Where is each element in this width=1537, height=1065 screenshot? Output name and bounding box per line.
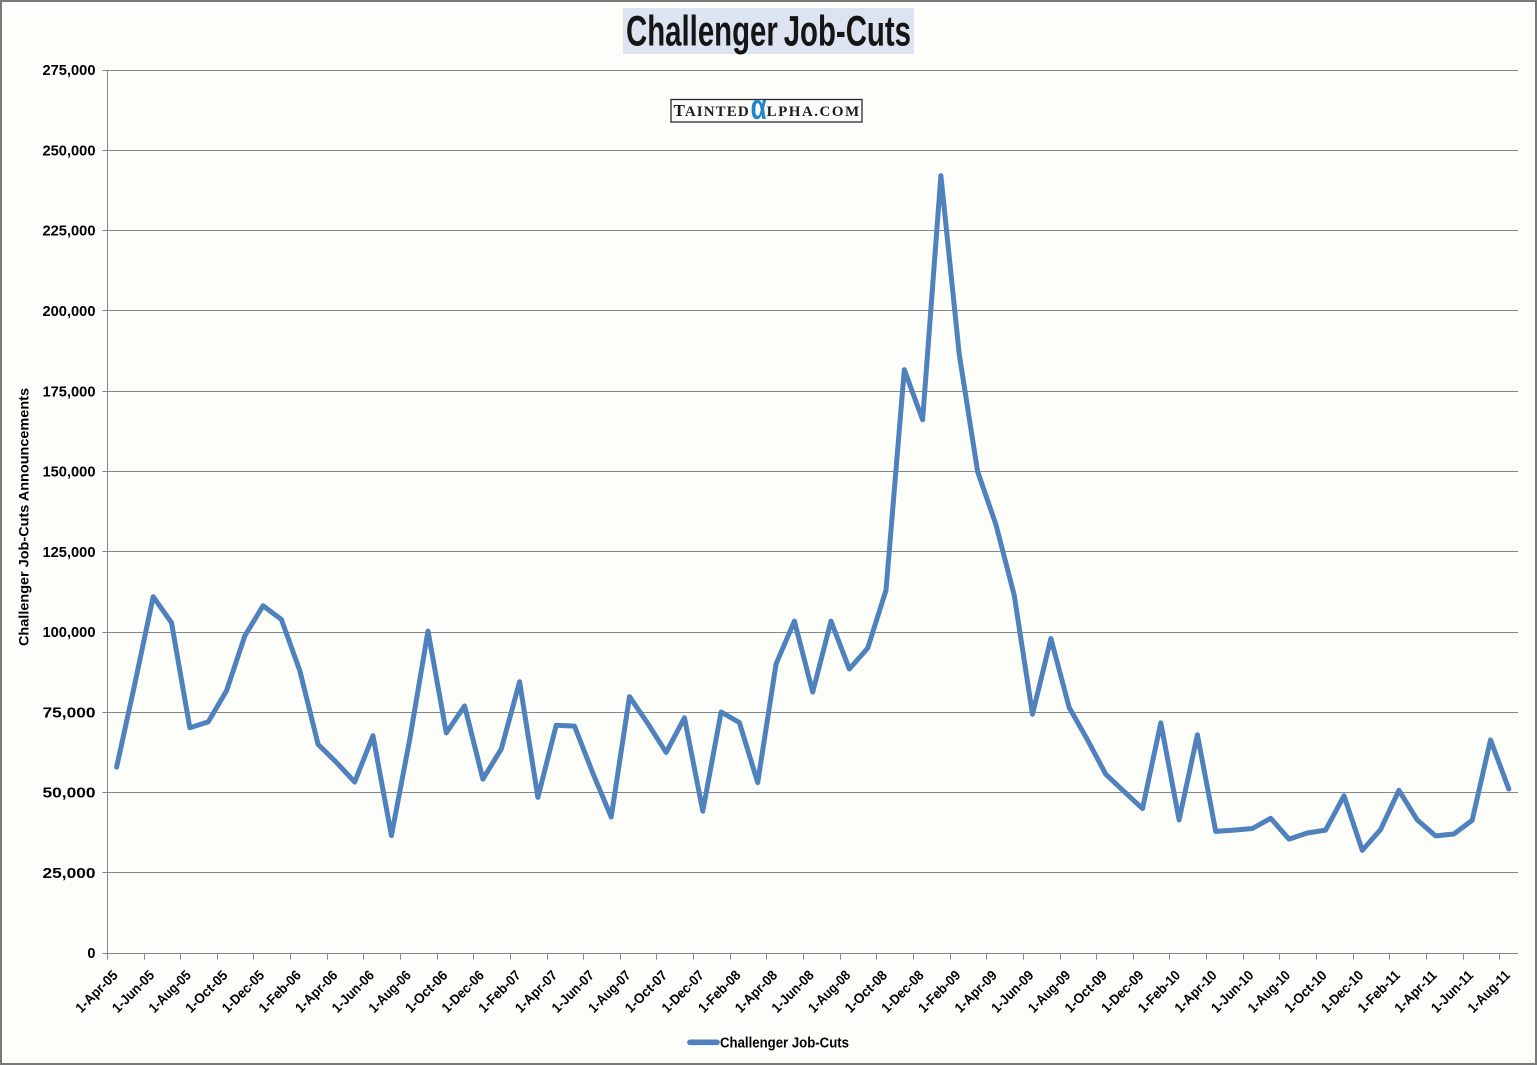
svg-text:225,000: 225,000 bbox=[43, 224, 96, 240]
svg-text:275,000: 275,000 bbox=[43, 63, 96, 79]
svg-text:175,000: 175,000 bbox=[43, 384, 96, 400]
svg-text:0: 0 bbox=[87, 946, 95, 962]
svg-text:LPHA.COM: LPHA.COM bbox=[767, 104, 861, 120]
svg-text:25,000: 25,000 bbox=[43, 866, 96, 882]
svg-text:125,000: 125,000 bbox=[43, 545, 96, 561]
svg-text:75,000: 75,000 bbox=[43, 705, 96, 721]
svg-text:100,000: 100,000 bbox=[43, 625, 96, 641]
svg-text:Challenger Job-Cuts: Challenger Job-Cuts bbox=[626, 8, 911, 56]
svg-text:Challenger Job-Cuts Announceme: Challenger Job-Cuts Announcements bbox=[16, 388, 32, 646]
svg-text:α: α bbox=[751, 87, 767, 127]
svg-text:TAINTED: TAINTED bbox=[674, 101, 750, 120]
svg-text:Challenger Job-Cuts: Challenger Job-Cuts bbox=[720, 1036, 849, 1052]
svg-text:250,000: 250,000 bbox=[43, 144, 96, 160]
svg-text:200,000: 200,000 bbox=[43, 304, 96, 320]
svg-text:50,000: 50,000 bbox=[43, 786, 96, 802]
svg-text:150,000: 150,000 bbox=[43, 465, 96, 481]
